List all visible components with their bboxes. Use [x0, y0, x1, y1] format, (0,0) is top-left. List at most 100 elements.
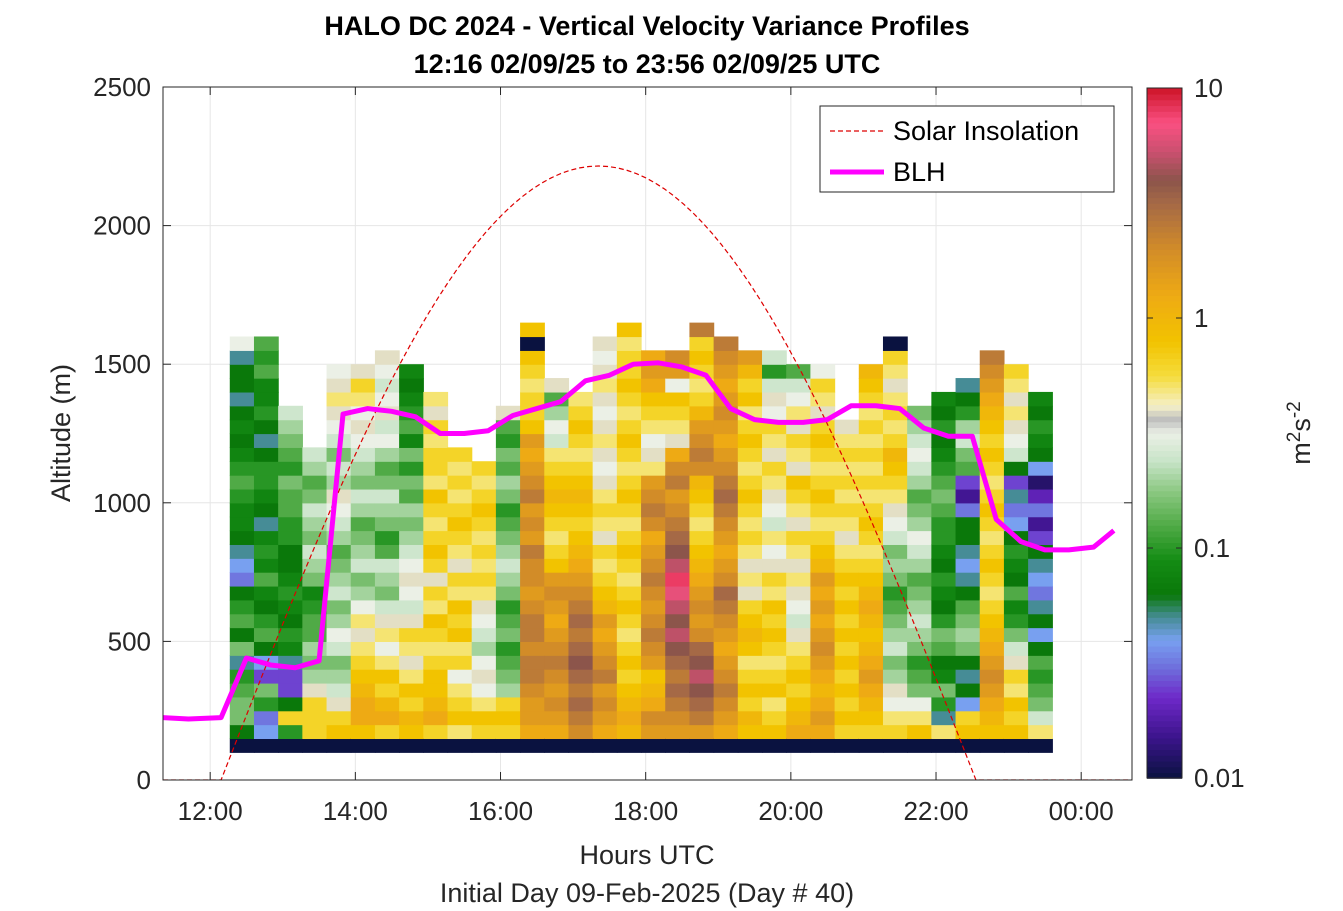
- heatmap-cell: [786, 724, 811, 740]
- heatmap-cell: [568, 433, 594, 448]
- heatmap-cell: [786, 572, 811, 587]
- heatmap-cell: [907, 669, 932, 684]
- colorbar-segment: [1147, 433, 1182, 440]
- heatmap-cell: [399, 488, 424, 504]
- heatmap-cell: [350, 378, 376, 393]
- heatmap-cell: [834, 572, 860, 587]
- heatmap-cell: [229, 433, 255, 448]
- heatmap-cell: [1028, 641, 1053, 656]
- colorbar-segment: [1147, 111, 1182, 118]
- heatmap-cell: [810, 641, 836, 656]
- heatmap-cell: [374, 627, 400, 642]
- heatmap-cell: [955, 696, 981, 712]
- heatmap-cell: [907, 696, 932, 712]
- heatmap-cell: [689, 696, 715, 712]
- heatmap-cell: [399, 710, 424, 726]
- heatmap-cell: [689, 738, 715, 753]
- heatmap-cell: [616, 613, 642, 629]
- heatmap-cell: [544, 613, 570, 629]
- heatmap-cell: [858, 419, 884, 435]
- heatmap-cell: [931, 391, 957, 407]
- heatmap-cell: [616, 724, 642, 740]
- heatmap-cell: [931, 655, 957, 670]
- heatmap-cell: [882, 710, 908, 726]
- heatmap-cell: [786, 530, 811, 545]
- x-tick-label: 14:00: [323, 796, 388, 826]
- heatmap-cell: [302, 488, 328, 504]
- heatmap-cell: [471, 488, 497, 504]
- colorbar-segment: [1147, 352, 1182, 360]
- heatmap-cell: [423, 502, 449, 518]
- heatmap-cell: [858, 488, 884, 504]
- heatmap-cell: [447, 530, 473, 545]
- heatmap-cell: [689, 585, 715, 601]
- heatmap-cell: [374, 655, 400, 670]
- heatmap-cell: [737, 585, 763, 601]
- heatmap-cell: [350, 738, 376, 753]
- heatmap-cell: [1003, 696, 1029, 712]
- heatmap-cell: [253, 572, 279, 587]
- heatmap-cell: [544, 475, 570, 490]
- heatmap-cell: [1028, 405, 1053, 421]
- heatmap-cell: [641, 419, 666, 435]
- heatmap-cell: [520, 613, 545, 629]
- heatmap-cell: [278, 585, 303, 601]
- heatmap-cell: [592, 405, 618, 421]
- heatmap-cell: [810, 696, 836, 712]
- heatmap-cell: [955, 599, 981, 615]
- heatmap-cell: [1003, 475, 1029, 490]
- colorbar-segment: [1147, 507, 1182, 515]
- colorbar-segment: [1147, 226, 1182, 233]
- heatmap-cell: [302, 585, 328, 601]
- heatmap-cell: [1003, 433, 1029, 448]
- heatmap-cell: [931, 461, 957, 476]
- heatmap-cell: [495, 627, 521, 642]
- heatmap-cell: [737, 364, 763, 379]
- heatmap-cell: [979, 682, 1005, 698]
- heatmap-cell: [423, 655, 449, 670]
- heatmap-cell: [471, 530, 497, 545]
- heatmap-cell: [374, 641, 400, 656]
- heatmap-cell: [278, 544, 303, 559]
- heatmap-cell: [229, 391, 255, 407]
- heatmap-cell: [834, 641, 860, 656]
- heatmap-cell: [834, 655, 860, 670]
- heatmap-cell: [834, 738, 860, 753]
- heatmap-cell: [302, 710, 328, 726]
- heatmap-cell: [399, 433, 424, 448]
- heatmap-cell: [665, 405, 691, 421]
- heatmap-cell: [641, 627, 666, 642]
- heatmap-cell: [374, 475, 400, 490]
- colorbar-segment: [1147, 766, 1182, 774]
- heatmap-cell: [520, 502, 545, 518]
- heatmap-cell: [374, 544, 400, 559]
- heatmap-cell: [399, 627, 424, 642]
- heatmap-cell: [253, 641, 279, 656]
- heatmap-cell: [592, 696, 618, 712]
- heatmap-cell: [568, 447, 594, 462]
- heatmap-cell: [858, 669, 884, 684]
- heatmap-cell: [689, 599, 715, 615]
- heatmap-cell: [568, 696, 594, 712]
- heatmap-cell: [979, 447, 1005, 462]
- heatmap-cell: [302, 696, 328, 712]
- colorbar-segment: [1147, 421, 1182, 429]
- heatmap-cell: [737, 696, 763, 712]
- heatmap-cell: [326, 627, 352, 642]
- heatmap-cell: [882, 558, 908, 573]
- heatmap-cell: [713, 599, 739, 615]
- heatmap-cell: [278, 530, 303, 545]
- heatmap-cell: [810, 738, 836, 753]
- heatmap-cell: [374, 738, 400, 753]
- heatmap-cell: [302, 461, 328, 476]
- heatmap-cell: [399, 461, 424, 476]
- colorbar-segment: [1147, 599, 1182, 607]
- heatmap-cell: [423, 724, 449, 740]
- heatmap-cell: [1028, 696, 1053, 712]
- colorbar-segment: [1147, 536, 1182, 544]
- heatmap-cell: [858, 502, 884, 518]
- heatmap-cell: [471, 627, 497, 642]
- heatmap-cell: [544, 405, 570, 421]
- heatmap-cell: [665, 724, 691, 740]
- heatmap-cell: [229, 599, 255, 615]
